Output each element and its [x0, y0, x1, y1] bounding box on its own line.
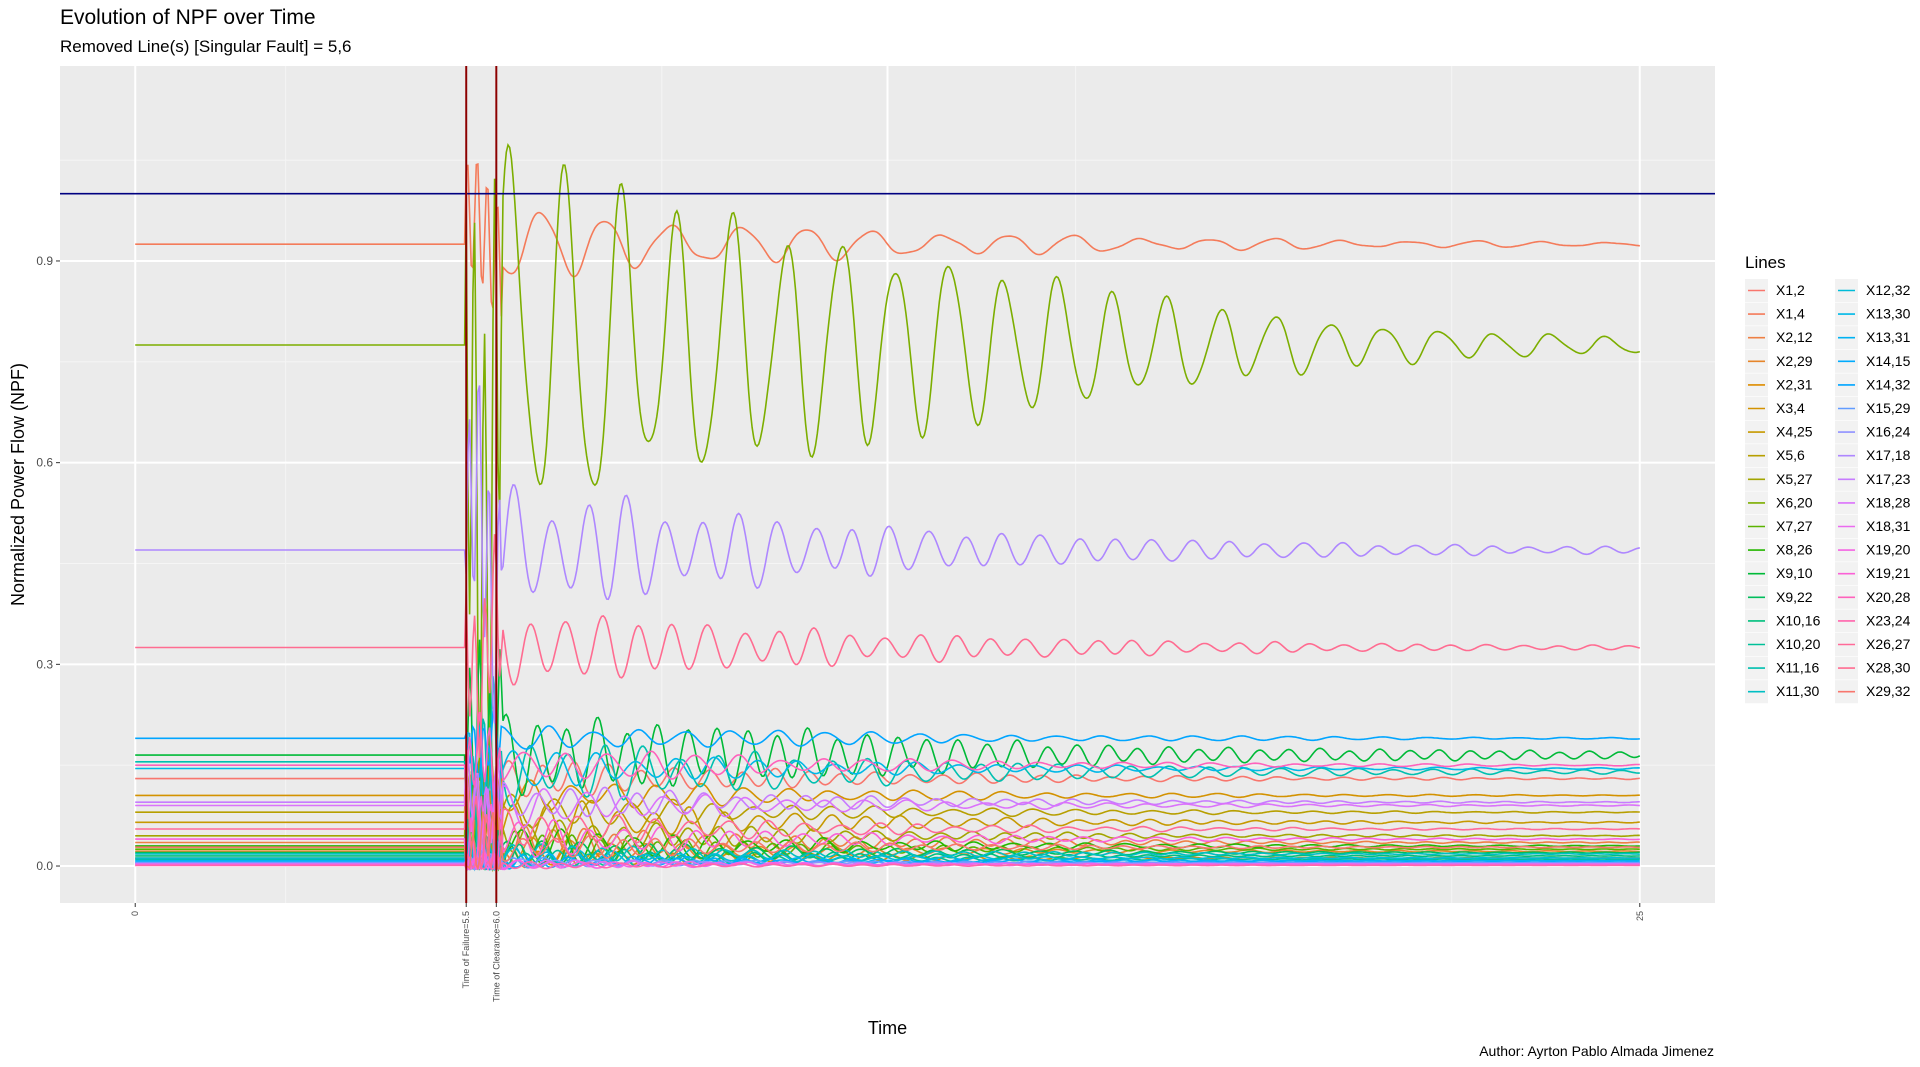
legend-label: X11,16 — [1776, 660, 1820, 676]
legend-label: X3,4 — [1776, 400, 1805, 416]
series-line-X10,16 — [135, 820, 1640, 871]
legend-label: X6,20 — [1776, 494, 1813, 510]
legend-label: X18,28 — [1866, 494, 1911, 510]
series-line-X5,27 — [135, 782, 1640, 870]
legend-label: X19,21 — [1866, 565, 1911, 581]
legend-label: X14,32 — [1866, 376, 1911, 392]
legend-label: X10,20 — [1776, 636, 1821, 652]
series-line-X4,25 — [135, 756, 1640, 873]
series-line-X18,28 — [135, 760, 1640, 851]
legend-label: X5,6 — [1776, 447, 1805, 463]
y-tick-label: 0.6 — [36, 456, 53, 470]
legend-label: X28,30 — [1866, 660, 1911, 676]
legend-label: X18,31 — [1866, 518, 1911, 534]
series-line-X11,30 — [135, 821, 1640, 872]
legend-label: X9,22 — [1776, 589, 1813, 605]
legend-label: X17,18 — [1866, 447, 1911, 463]
author-caption: Author: Ayrton Pablo Almada Jimenez — [1479, 1043, 1714, 1059]
legend-label: X11,30 — [1776, 683, 1820, 699]
y-axis-title: Normalized Power Flow (NPF) — [8, 363, 28, 606]
series-line-X19,21 — [135, 796, 1640, 870]
legend-label: X26,27 — [1866, 636, 1911, 652]
legend-label: X29,32 — [1866, 683, 1911, 699]
series-line-X1,4 — [135, 163, 1640, 317]
legend-label: X1,4 — [1776, 306, 1805, 322]
legend-label: X8,26 — [1776, 542, 1813, 558]
legend-label: X20,28 — [1866, 589, 1911, 605]
x-axis-title: Time — [868, 1018, 907, 1038]
legend-label: X1,2 — [1776, 282, 1805, 298]
series-line-X6,20 — [135, 143, 1641, 781]
legend-label: X16,24 — [1866, 424, 1911, 440]
legend-label: X14,15 — [1866, 353, 1911, 369]
legend-label: X15,29 — [1866, 400, 1911, 416]
series-line-X5,6 — [135, 758, 1640, 868]
y-tick-label: 0.0 — [36, 859, 53, 873]
legend-label: X19,20 — [1866, 542, 1911, 558]
series-line-X11,16 — [135, 676, 1640, 863]
legend-label: X2,12 — [1776, 329, 1813, 345]
legend-label: X17,23 — [1866, 471, 1911, 487]
legend-label: X9,10 — [1776, 565, 1813, 581]
series-line-X20,28 — [135, 711, 1640, 808]
legend-title: Lines — [1745, 253, 1786, 272]
legend-label: X12,32 — [1866, 282, 1911, 298]
series-line-X14,32 — [135, 706, 1640, 778]
legend-label: X4,25 — [1776, 424, 1813, 440]
legend-label: X7,27 — [1776, 518, 1813, 534]
series-line-X2,29 — [135, 818, 1640, 871]
x-tick-label: 25 — [1635, 911, 1645, 921]
x-tick-label: Time of Clearance=6.0 — [491, 911, 501, 1002]
series-line-X13,30 — [135, 721, 1640, 816]
series-line-X8,26 — [135, 800, 1640, 872]
legend-label: X2,31 — [1776, 376, 1813, 392]
series-line-X12,32 — [135, 831, 1640, 872]
chart-subtitle: Removed Line(s) [Singular Fault] = 5,6 — [60, 37, 352, 56]
series-line-X13,31 — [135, 837, 1640, 871]
series-line-X1,2 — [135, 736, 1640, 828]
series-line-X17,23 — [135, 750, 1640, 852]
series-line-X26,27 — [135, 775, 1640, 869]
series-line-X29,32 — [135, 811, 1640, 871]
legend-label: X5,27 — [1776, 471, 1813, 487]
series-line-X23,24 — [135, 853, 1640, 871]
legend-label: X23,24 — [1866, 612, 1911, 628]
x-tick-label: 0 — [130, 911, 140, 916]
legend-label: X10,16 — [1776, 612, 1821, 628]
x-tick-label: Time of Failure=5.5 — [461, 911, 471, 988]
legend-label: X2,29 — [1776, 353, 1813, 369]
y-tick-label: 0.9 — [36, 254, 53, 268]
series-line-X3,4 — [135, 746, 1640, 852]
legend-label: X13,31 — [1866, 329, 1911, 345]
y-tick-label: 0.3 — [36, 657, 53, 671]
series-line-X28,30 — [135, 534, 1640, 758]
series-line-X9,10 — [135, 639, 1641, 863]
legend-label: X13,30 — [1866, 306, 1911, 322]
chart-title: Evolution of NPF over Time — [60, 6, 316, 29]
series-line-X17,18 — [135, 385, 1640, 724]
